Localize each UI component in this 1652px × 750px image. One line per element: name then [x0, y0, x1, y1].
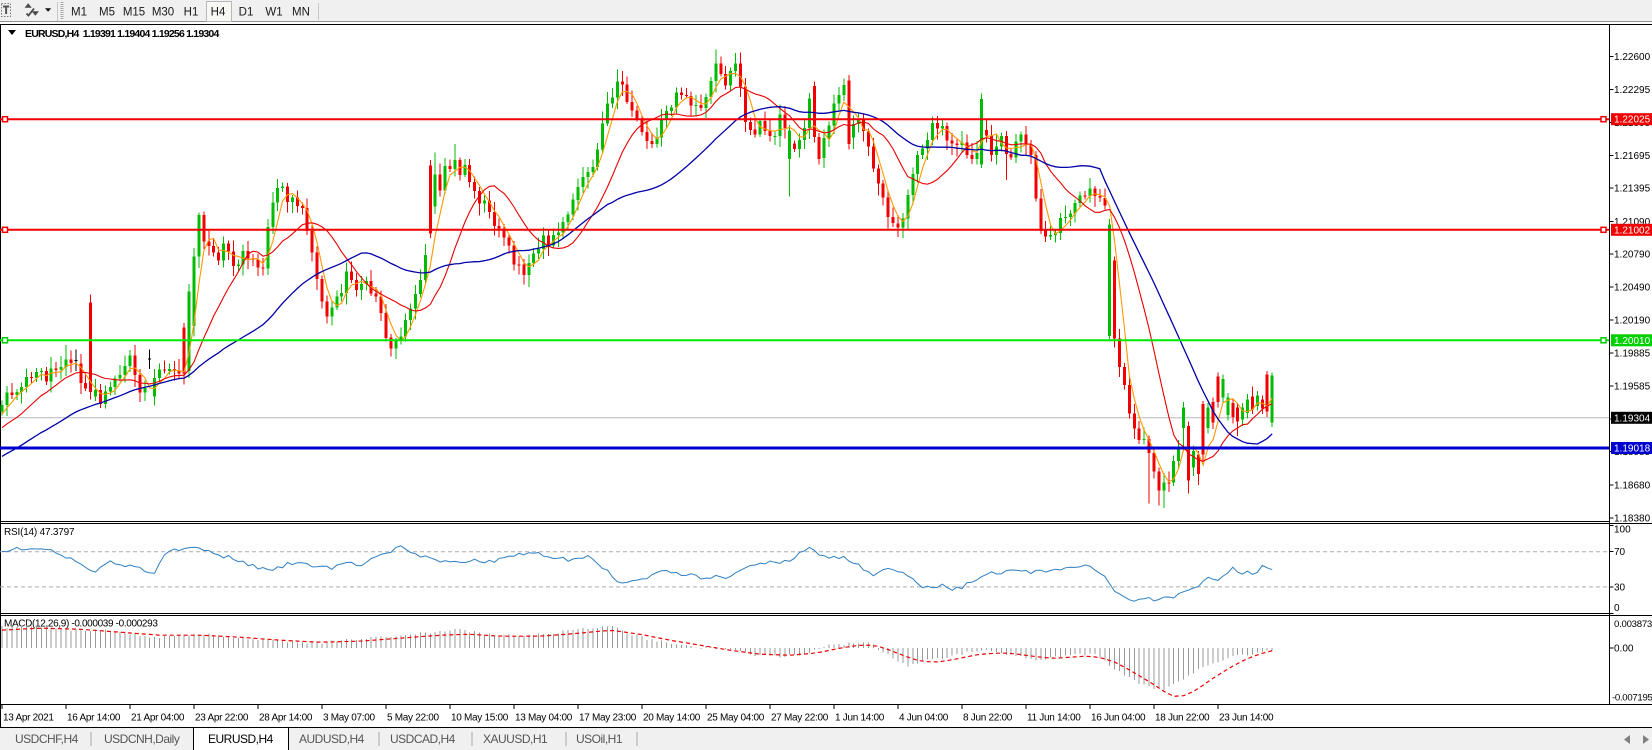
svg-text:5 May 22:00: 5 May 22:00 [387, 713, 439, 724]
svg-text:10 May 15:00: 10 May 15:00 [451, 713, 509, 724]
svg-text:1.19304: 1.19304 [1614, 413, 1651, 424]
svg-text:1.21695: 1.21695 [1614, 151, 1651, 162]
svg-text:100: 100 [1614, 525, 1631, 536]
svg-text:20 May 14:00: 20 May 14:00 [643, 713, 701, 724]
svg-text:25 May 04:00: 25 May 04:00 [707, 713, 765, 724]
svg-text:1.22600: 1.22600 [1614, 52, 1651, 63]
svg-text:21 Apr 04:00: 21 Apr 04:00 [131, 713, 185, 724]
svg-text:1 Jun 14:00: 1 Jun 14:00 [835, 713, 885, 724]
svg-text:16 Jun 04:00: 16 Jun 04:00 [1091, 713, 1146, 724]
svg-text:MN: MN [292, 7, 310, 19]
svg-text:AUDUSD,H4: AUDUSD,H4 [299, 732, 365, 746]
svg-text:EURUSD,H4 1.19391 1.19404 1.1: EURUSD,H4 1.19391 1.19404 1.19256 1.1930… [25, 28, 219, 40]
svg-text:-0.007195: -0.007195 [1612, 692, 1652, 703]
svg-text:USDCNH,Daily: USDCNH,Daily [104, 732, 180, 746]
svg-text:13 May 04:00: 13 May 04:00 [515, 713, 573, 724]
svg-text:1.20790: 1.20790 [1614, 250, 1651, 261]
svg-text:D1: D1 [239, 7, 254, 19]
svg-text:1.18380: 1.18380 [1614, 513, 1651, 524]
svg-text:1.21002: 1.21002 [1614, 225, 1651, 236]
svg-text:1.20010: 1.20010 [1614, 336, 1651, 347]
svg-text:30: 30 [1614, 582, 1626, 593]
svg-text:1.22295: 1.22295 [1614, 85, 1651, 96]
svg-text:11 Jun 14:00: 11 Jun 14:00 [1027, 713, 1081, 724]
svg-text:XAUUSD,H1: XAUUSD,H1 [483, 732, 548, 746]
svg-text:13 Apr 2021: 13 Apr 2021 [3, 713, 54, 724]
svg-text:1.19885: 1.19885 [1614, 349, 1651, 360]
svg-text:1.18680: 1.18680 [1614, 481, 1651, 492]
svg-text:27 May 22:00: 27 May 22:00 [771, 713, 829, 724]
svg-text:0.00: 0.00 [1614, 644, 1634, 655]
svg-text:W1: W1 [265, 7, 282, 19]
svg-text:18 Jun 22:00: 18 Jun 22:00 [1155, 713, 1210, 724]
svg-text:USDCAD,H4: USDCAD,H4 [390, 732, 456, 746]
svg-text:16 Apr 14:00: 16 Apr 14:00 [67, 713, 121, 724]
svg-text:H4: H4 [211, 7, 226, 19]
svg-text:1.19585: 1.19585 [1614, 382, 1651, 393]
svg-text:MACD(12,26,9) -0.000039 -0.000: MACD(12,26,9) -0.000039 -0.000293 [4, 619, 158, 630]
svg-text:0: 0 [1614, 603, 1620, 614]
svg-text:28 Apr 14:00: 28 Apr 14:00 [259, 713, 313, 724]
svg-text:3 May 07:00: 3 May 07:00 [323, 713, 375, 724]
svg-text:0.003873: 0.003873 [1614, 619, 1652, 630]
svg-text:M15: M15 [123, 7, 145, 19]
svg-text:1.21395: 1.21395 [1614, 184, 1651, 195]
svg-text:23 Jun 14:00: 23 Jun 14:00 [1219, 713, 1274, 724]
svg-text:17 May 23:00: 17 May 23:00 [579, 713, 637, 724]
svg-text:EURUSD,H4: EURUSD,H4 [208, 732, 274, 746]
svg-text:H1: H1 [184, 7, 199, 19]
svg-text:RSI(14) 47.3797: RSI(14) 47.3797 [4, 527, 75, 538]
svg-text:USDCHF,H4: USDCHF,H4 [15, 732, 79, 746]
svg-text:23 Apr 22:00: 23 Apr 22:00 [195, 713, 249, 724]
svg-text:1.20190: 1.20190 [1614, 315, 1651, 326]
svg-text:M1: M1 [71, 7, 87, 19]
svg-text:4 Jun 04:00: 4 Jun 04:00 [899, 713, 949, 724]
svg-text:1.22025: 1.22025 [1614, 115, 1651, 126]
svg-text:M30: M30 [152, 7, 174, 19]
svg-text:70: 70 [1614, 547, 1626, 558]
svg-text:1.20490: 1.20490 [1614, 283, 1651, 294]
svg-text:1.21090: 1.21090 [1614, 217, 1651, 228]
svg-text:8 Jun 22:00: 8 Jun 22:00 [963, 713, 1013, 724]
svg-text:1.19018: 1.19018 [1614, 444, 1651, 455]
svg-text:USOil,H1: USOil,H1 [576, 732, 623, 746]
svg-text:M5: M5 [99, 7, 115, 19]
